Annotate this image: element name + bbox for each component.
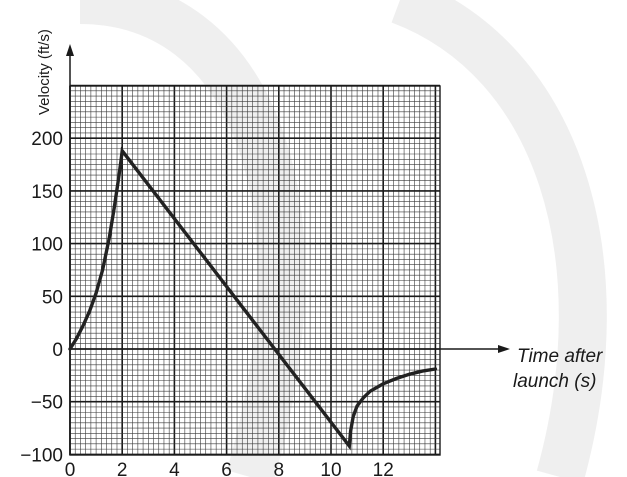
y-axis-title: Velocity (ft/s): [36, 29, 53, 115]
y-tick-label: 0: [52, 340, 63, 361]
tick-labels: 0 2 4 6 8 10 12 −100 −50 0 50 100 150 200: [20, 129, 394, 477]
x-tick-label: 2: [117, 460, 128, 477]
y-tick-label: 50: [42, 287, 63, 308]
series-line: [68, 146, 438, 451]
x-tick-label: 8: [274, 460, 285, 477]
y-tick-label: 100: [31, 235, 63, 256]
x-axis-title-line1: Time after: [517, 346, 603, 367]
x-axis-title-line2: launch (s): [513, 371, 596, 392]
y-tick-label: −100: [20, 445, 63, 466]
x-tick-label: 0: [65, 460, 76, 477]
x-tick-label: 10: [320, 460, 341, 477]
y-tick-label: 200: [31, 129, 63, 150]
grid: [69, 84, 441, 456]
axes: [66, 44, 510, 455]
y-tick-label: 150: [31, 182, 63, 203]
x-tick-label: 12: [373, 460, 394, 477]
y-axis-arrow-icon: [66, 44, 74, 56]
watermark-arc: [391, 0, 607, 477]
x-tick-label: 4: [169, 460, 180, 477]
x-tick-label: 6: [221, 460, 232, 477]
x-axis-arrow-icon: [498, 345, 510, 353]
velocity-curve: [68, 146, 438, 451]
y-tick-label: −50: [31, 393, 63, 414]
